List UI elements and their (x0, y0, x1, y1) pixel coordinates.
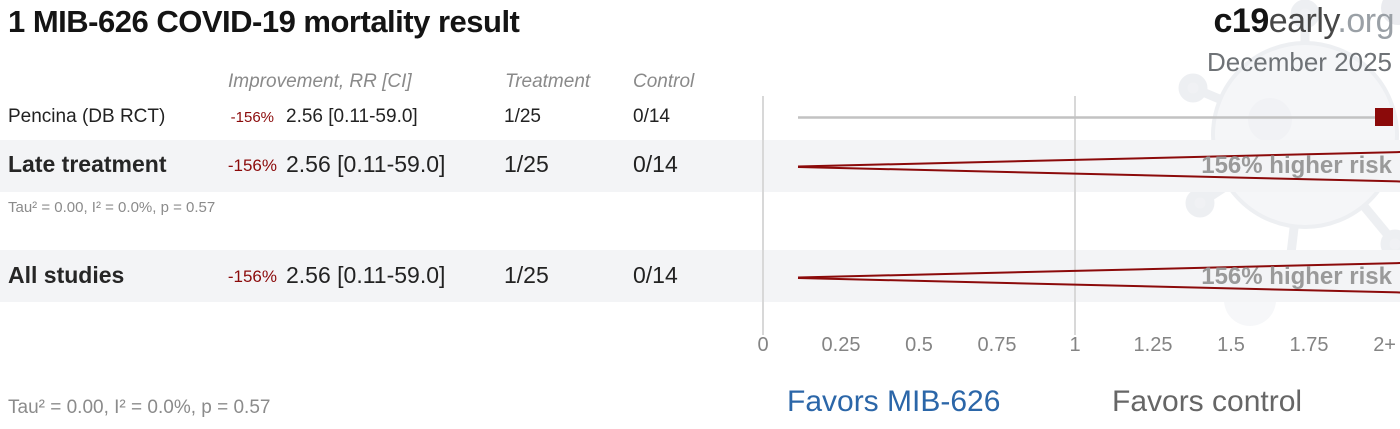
page-title: 1 MIB-626 COVID-19 mortality result (8, 4, 520, 39)
late-treatment-improvement-pct: -156% (227, 156, 277, 175)
study-rr-ci: 2.56 [0.11-59.0] (286, 106, 418, 127)
axis-tick-2plus: 2+ (1373, 334, 1396, 356)
all-studies-rr-ci: 2.56 [0.11-59.0] (286, 262, 446, 288)
favors-treatment-label: Favors MIB-626 (787, 385, 1001, 418)
date-label: December 2025 (1207, 47, 1392, 77)
axis-tick-175: 1.75 (1289, 334, 1329, 356)
axis-tick-0: 0 (757, 334, 769, 356)
axis-tick-025: 0.25 (821, 334, 861, 356)
all-studies-control-events: 0/14 (633, 262, 678, 288)
logo-org: .org (1337, 2, 1394, 40)
all-studies-improvement-pct: -156% (227, 267, 277, 286)
axis-tick-05: 0.5 (905, 334, 933, 356)
column-header-treatment: Treatment (505, 71, 591, 92)
c19early-logo: c19early.org (1214, 2, 1395, 41)
late-treatment-rr-ci: 2.56 [0.11-59.0] (286, 151, 446, 177)
logo-early: early (1268, 2, 1338, 40)
axis-tick-15: 1.5 (1217, 334, 1245, 356)
heterogeneity-late-treatment: Tau² = 0.00, I² = 0.0%, p = 0.57 (8, 199, 216, 216)
axis-tick-125: 1.25 (1133, 334, 1173, 356)
favors-control-label: Favors control (1112, 385, 1303, 418)
study-control-events: 0/14 (633, 106, 670, 127)
study-name: Pencina (DB RCT) (8, 106, 166, 127)
study-improvement-pct: -156% (230, 109, 274, 126)
all-studies-effect-label: 156% higher risk (1201, 263, 1392, 290)
column-header-control: Control (633, 71, 695, 92)
late-treatment-label: Late treatment (8, 151, 167, 177)
all-studies-label: All studies (8, 262, 125, 288)
late-treatment-effect-label: 156% higher risk (1201, 152, 1392, 179)
study-point-estimate-square (1375, 108, 1393, 126)
column-header-improvement: Improvement, RR [CI] (228, 71, 412, 92)
study-treatment-events: 1/25 (504, 106, 541, 127)
late-treatment-control-events: 0/14 (633, 151, 678, 177)
heterogeneity-all-studies: Tau² = 0.00, I² = 0.0%, p = 0.57 (8, 397, 271, 418)
late-treatment-treatment-events: 1/25 (504, 151, 549, 177)
axis-tick-1: 1 (1069, 334, 1081, 356)
logo-c19: c19 (1213, 2, 1270, 40)
axis-tick-075: 0.75 (977, 334, 1017, 356)
all-studies-treatment-events: 1/25 (504, 262, 549, 288)
